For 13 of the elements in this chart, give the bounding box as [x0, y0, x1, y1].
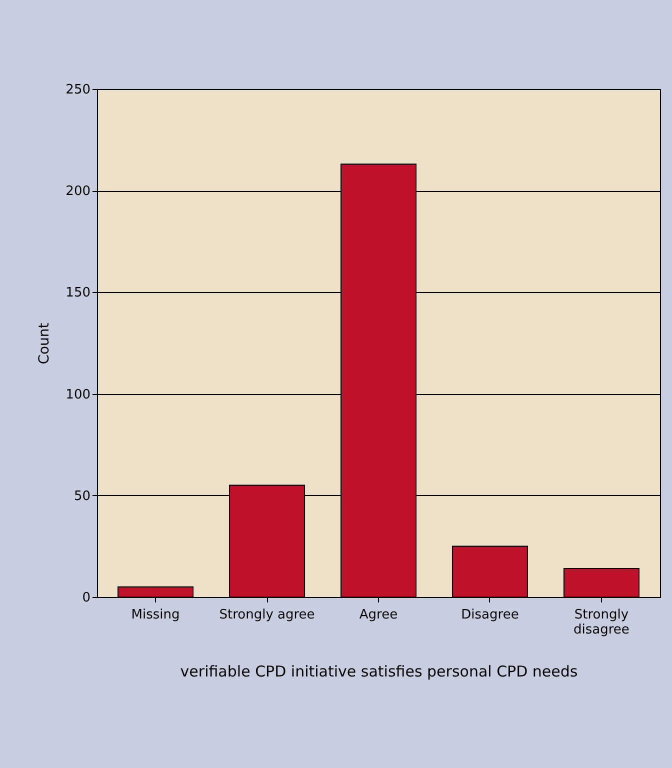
- x-tick-label: Strongly agree: [219, 608, 315, 622]
- y-tick-label: 200: [66, 184, 90, 200]
- y-tick-label: 0: [82, 590, 90, 606]
- x-tick-label: Agree: [359, 608, 398, 622]
- y-tick-label: 150: [66, 286, 90, 301]
- x-tick-label: Missing: [131, 608, 180, 622]
- x-axis-title: verifiable CPD initiative satisfies personal CPD needs: [180, 662, 578, 680]
- y-tick-label: 50: [74, 488, 90, 504]
- x-tick-label: Disagree: [461, 608, 519, 622]
- y-tick-label: 250: [66, 82, 90, 98]
- x-tick-label: Strongly disagree: [574, 608, 630, 638]
- y-axis-title: Count: [36, 322, 53, 364]
- y-tick-label: 100: [66, 387, 90, 402]
